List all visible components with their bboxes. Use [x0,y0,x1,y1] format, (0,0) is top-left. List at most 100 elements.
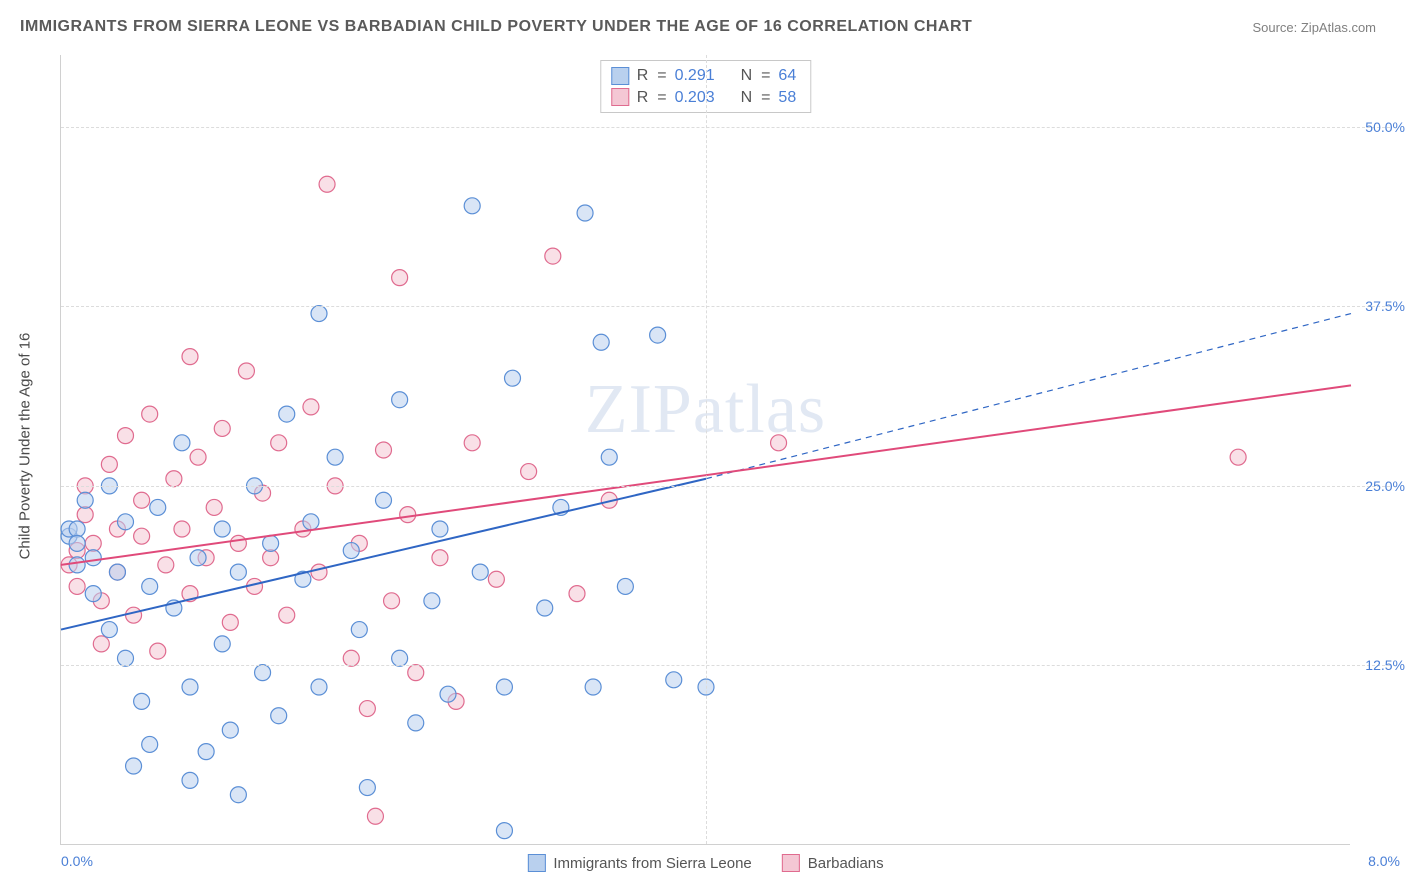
data-point [327,449,343,465]
data-point [230,535,246,551]
data-point [545,248,561,264]
data-point [1230,449,1246,465]
legend-row-sierra-leone: R = 0.291 N = 64 [611,65,796,87]
data-point [577,205,593,221]
data-point [585,679,601,695]
data-point [521,464,537,480]
data-point [142,736,158,752]
chart-plot-area: R = 0.291 N = 64 R = 0.203 N = 58 ZIPatl… [60,55,1350,845]
data-point [69,557,85,573]
data-point [118,650,134,666]
data-point [601,449,617,465]
data-point [472,564,488,580]
data-point [142,406,158,422]
data-point [126,607,142,623]
data-point [134,528,150,544]
source-label: Source: ZipAtlas.com [1252,20,1376,35]
data-point [432,550,448,566]
legend-n-value-2: 58 [778,87,796,109]
data-point [182,349,198,365]
data-point [424,593,440,609]
data-point [343,543,359,559]
data-point [392,650,408,666]
data-point [222,614,238,630]
data-point [77,492,93,508]
ytick-label: 25.0% [1365,478,1405,494]
swatch-barbadians-bottom [782,854,800,872]
data-point [118,514,134,530]
data-point [85,550,101,566]
data-point [311,564,327,580]
legend-item-barbadians: Barbadians [782,854,884,872]
data-point [351,622,367,638]
data-point [384,593,400,609]
legend-item-sierra-leone: Immigrants from Sierra Leone [527,854,751,872]
data-point [134,693,150,709]
data-point [150,499,166,515]
legend-r-value-2: 0.203 [675,87,715,109]
data-point [496,823,512,839]
data-point [166,471,182,487]
legend-n-value-1: 64 [778,65,796,87]
data-point [392,270,408,286]
data-point [311,679,327,695]
data-point [101,622,117,638]
data-point [303,399,319,415]
data-point [158,557,174,573]
swatch-barbadians [611,88,629,106]
data-point [69,578,85,594]
data-point [206,499,222,515]
data-point [359,701,375,717]
data-point [440,686,456,702]
swatch-sierra-leone-bottom [527,854,545,872]
legend-n-label-2: N = [741,87,771,109]
data-point [190,449,206,465]
data-point [126,758,142,774]
data-point [69,521,85,537]
gridline-h [61,665,1390,666]
data-point [771,435,787,451]
legend-n-label-1: N = [741,65,771,87]
data-point [190,550,206,566]
ytick-label: 12.5% [1365,657,1405,673]
gridline-h [61,486,1390,487]
legend-label-sierra-leone: Immigrants from Sierra Leone [553,855,751,872]
ytick-label: 50.0% [1365,119,1405,135]
legend-r-label-2: R = [637,87,667,109]
data-point [222,722,238,738]
data-point [319,176,335,192]
data-point [214,420,230,436]
trend-line [706,314,1351,479]
data-point [279,406,295,422]
data-point [392,392,408,408]
data-point [101,456,117,472]
data-point [174,521,190,537]
data-point [464,435,480,451]
data-point [432,521,448,537]
xtick-label: 8.0% [1368,853,1400,869]
data-point [85,535,101,551]
data-point [464,198,480,214]
data-point [408,715,424,731]
data-point [343,650,359,666]
gridline-v [706,55,707,844]
data-point [271,708,287,724]
swatch-sierra-leone [611,67,629,85]
gridline-h [61,127,1390,128]
data-point [93,636,109,652]
data-point [359,780,375,796]
data-point [214,636,230,652]
data-point [593,334,609,350]
data-point [303,514,319,530]
gridline-h [61,306,1390,307]
legend-r-label-1: R = [637,65,667,87]
data-point [271,435,287,451]
data-point [134,492,150,508]
data-point [311,306,327,322]
data-point [230,787,246,803]
xtick-label: 0.0% [61,853,93,869]
data-point [214,521,230,537]
data-point [182,679,198,695]
ytick-label: 37.5% [1365,298,1405,314]
data-point [408,665,424,681]
